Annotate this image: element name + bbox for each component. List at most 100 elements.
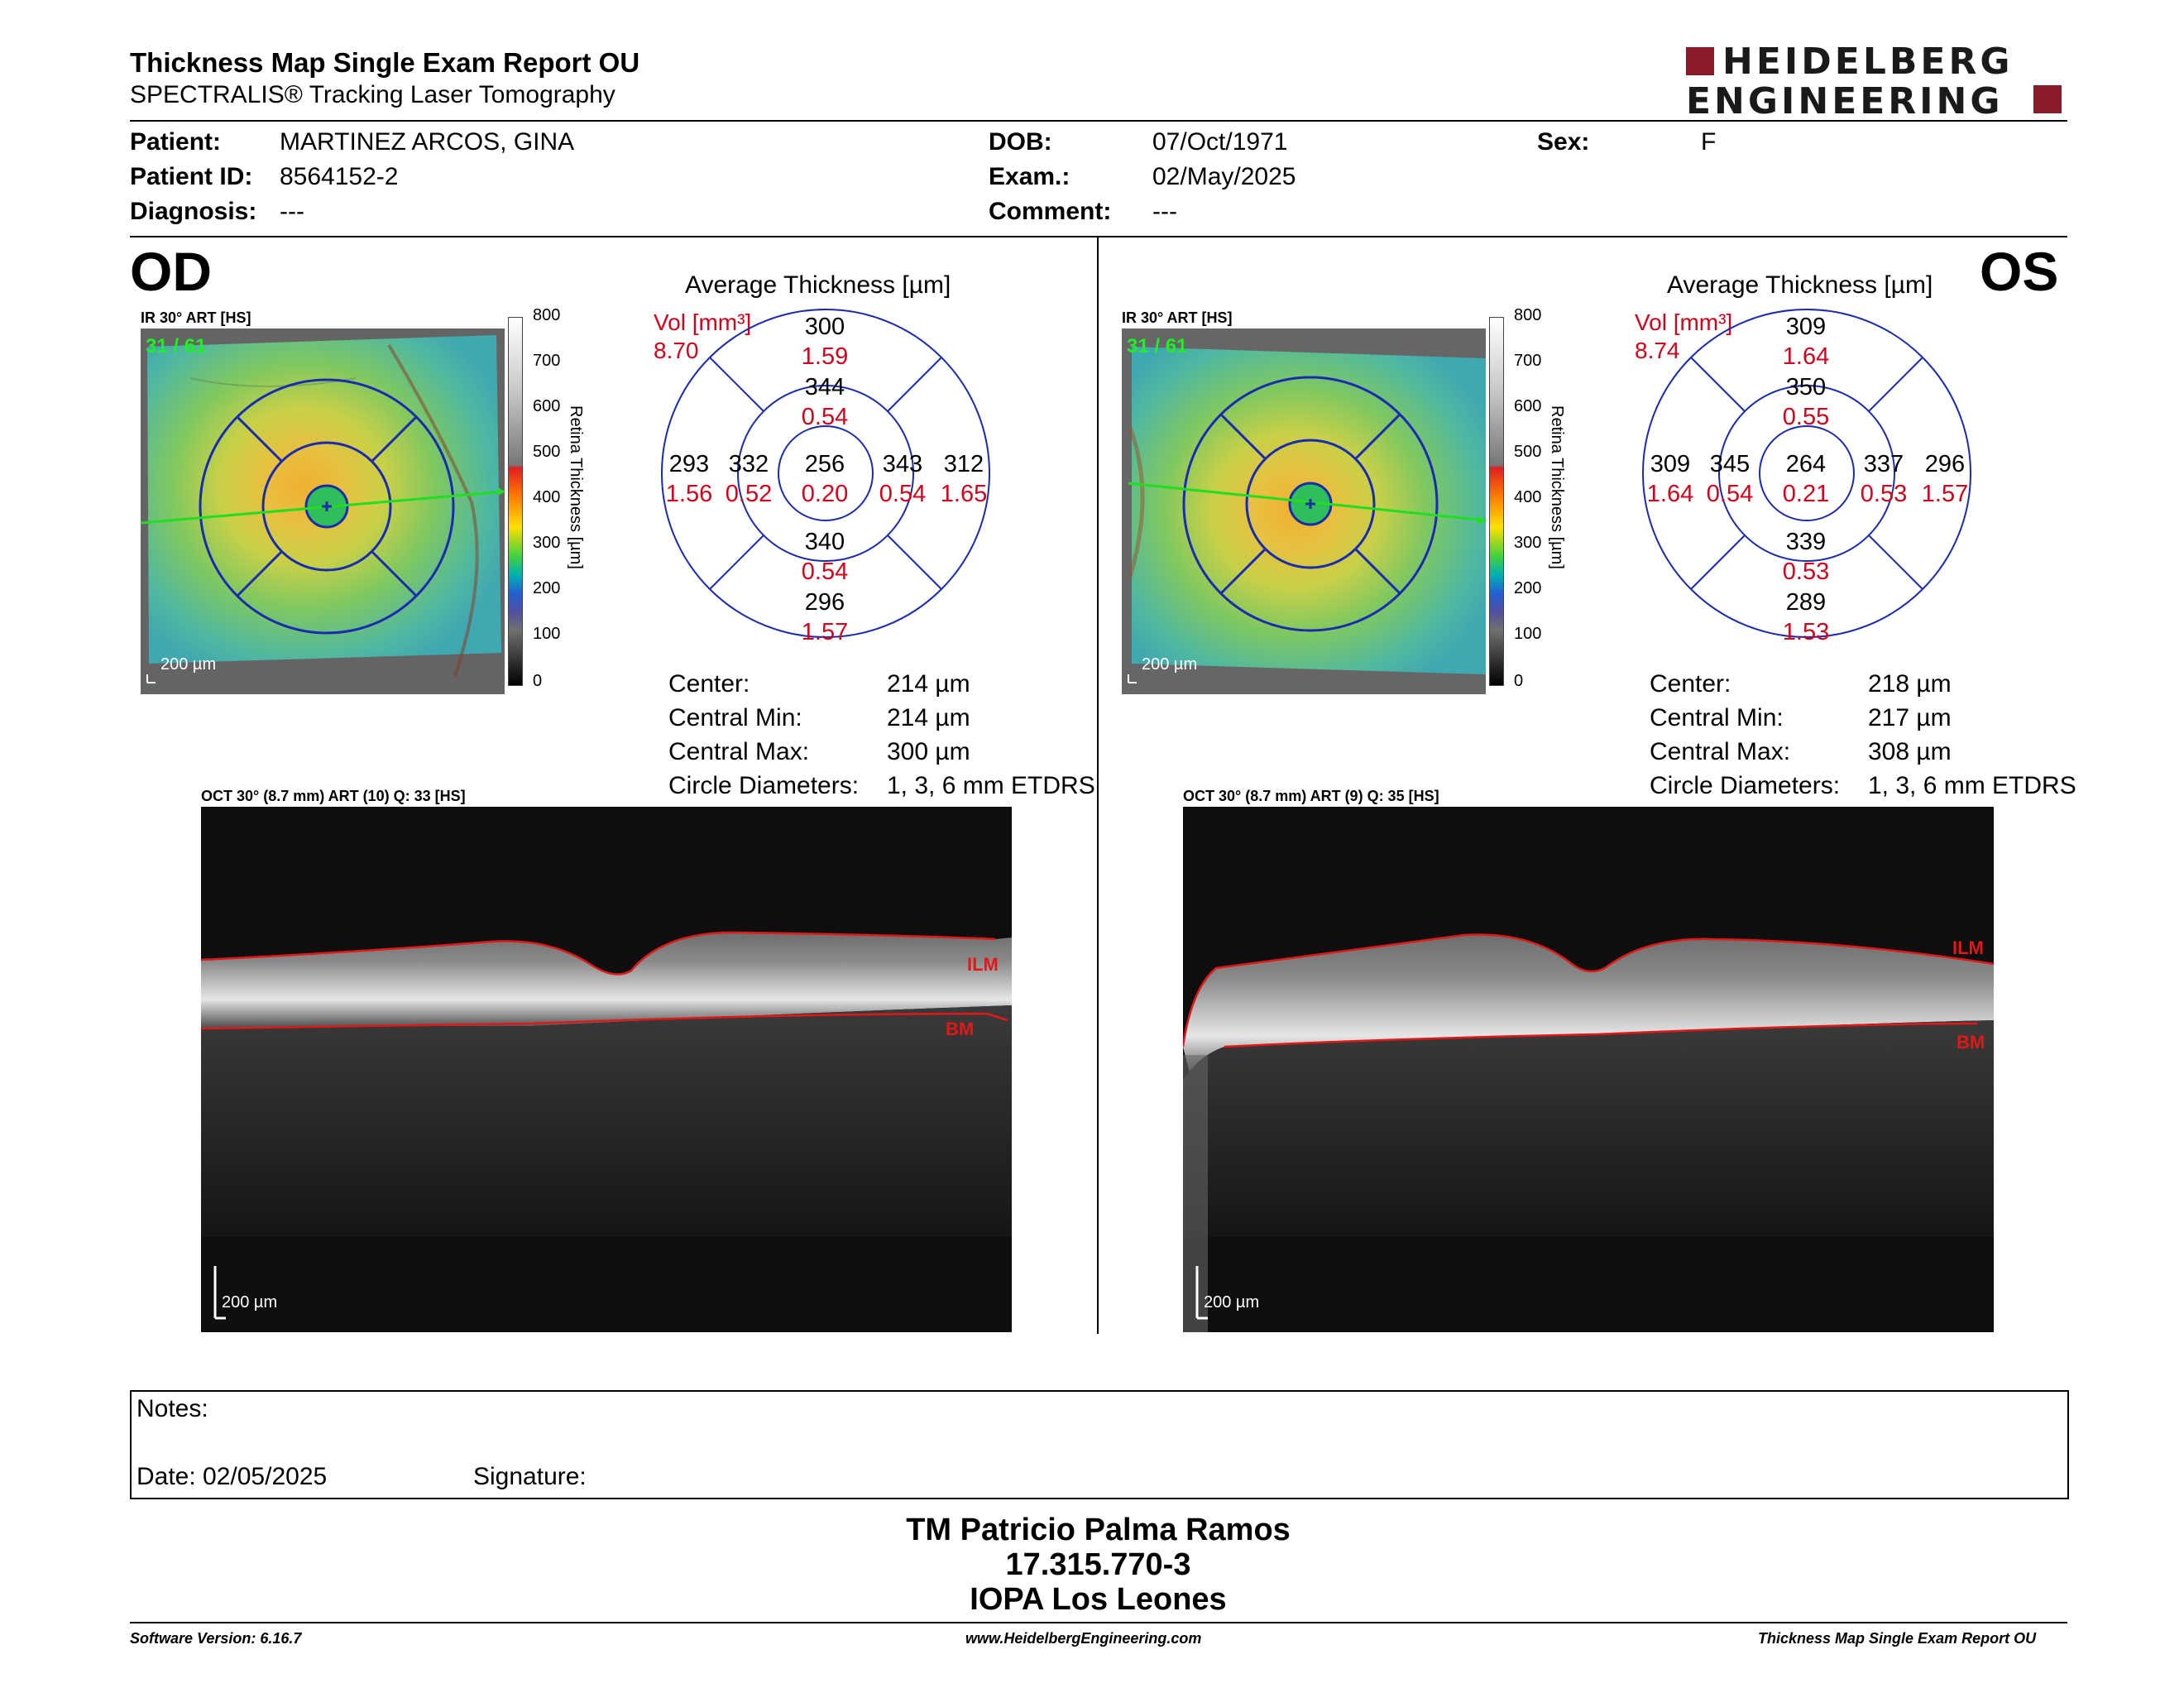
od-colorbar-title: Retina Thickness [µm] <box>567 405 585 569</box>
patient-id: 8564152-2 <box>280 163 399 190</box>
os-cb-tick-600: 600 <box>1514 397 1542 415</box>
os-stat-circle-diameters: Circle Diameters: 1, 3, 6 mm ETDRS <box>1650 772 2076 799</box>
od-inner-superior: 344 0.54 <box>801 374 849 430</box>
od-cb-tick-300: 300 <box>533 534 561 552</box>
os-vol-total: 8.74 <box>1635 338 1680 363</box>
os-inner-left: 345 0.54 <box>1706 451 1754 507</box>
od-outer-superior: 300 1.59 <box>801 314 849 370</box>
od-inner-left: 332 0.52 <box>725 451 773 507</box>
od-frame-label: 31 / 61 <box>146 335 207 357</box>
comment-label: Comment: <box>989 198 1112 225</box>
exam-label: Exam.: <box>989 163 1070 190</box>
os-cb-tick-300: 300 <box>1514 534 1542 552</box>
os-etdrs-grid <box>1641 308 1972 639</box>
od-inner-right: 343 0.54 <box>879 451 927 507</box>
od-oct-scan: ILM BM 200 µm <box>201 807 1012 1332</box>
os-cb-tick-400: 400 <box>1514 488 1542 506</box>
od-outer-inferior: 296 1.57 <box>801 589 849 645</box>
sex-value: F <box>1701 128 1717 156</box>
od-bm-label: BM <box>946 1019 975 1039</box>
os-ir-caption: IR 30° ART [HS] <box>1122 309 1233 326</box>
os-oct-caption: OCT 30° (8.7 mm) ART (9) Q: 35 [HS] <box>1183 788 1439 804</box>
od-inner-inferior: 340 0.54 <box>801 529 849 585</box>
patient-label: Patient: <box>130 128 222 156</box>
os-avg-title: Average Thickness [µm] <box>1667 271 1933 299</box>
od-scale-label: 200 µm <box>160 655 217 674</box>
od-cb-tick-400: 400 <box>533 488 561 506</box>
os-colorbar <box>1489 317 1504 686</box>
os-cb-tick-700: 700 <box>1514 352 1542 370</box>
exam-value: 02/May/2025 <box>1152 163 1296 190</box>
od-etdrs-grid <box>660 308 991 639</box>
od-stat-central-max: Central Max: 300 µm <box>668 738 970 765</box>
od-outer-left: 293 1.56 <box>665 451 713 507</box>
os-ilm-label: ILM <box>1952 938 1984 958</box>
od-cb-tick-500: 500 <box>533 443 561 461</box>
od-ir-caption: IR 30° ART [HS] <box>141 309 251 326</box>
software-version: Software Version: 6.16.7 <box>130 1630 302 1647</box>
signatory-institution: IOPA Los Leones <box>970 1582 1227 1617</box>
os-inner-inferior: 339 0.53 <box>1782 529 1830 585</box>
sex-label: Sex: <box>1537 128 1590 156</box>
od-oct-caption: OCT 30° (8.7 mm) ART (10) Q: 33 [HS] <box>201 788 466 804</box>
os-cb-tick-800: 800 <box>1514 306 1542 324</box>
od-cb-tick-200: 200 <box>533 579 561 597</box>
od-cb-tick-800: 800 <box>533 306 561 324</box>
od-eye-label: OD <box>130 241 212 302</box>
diagnosis-label: Diagnosis: <box>130 198 257 225</box>
os-oct-scan: ILM BM 200 µm <box>1183 807 1994 1332</box>
os-outer-right: 296 1.57 <box>1921 451 1969 507</box>
os-outer-left: 309 1.64 <box>1646 451 1694 507</box>
os-stat-central-min: Central Min: 217 µm <box>1650 704 1952 731</box>
footer-divider <box>130 1622 2067 1623</box>
report-subtitle: SPECTRALIS® Tracking Laser Tomography <box>130 81 615 108</box>
notes-label: Notes: <box>136 1395 208 1422</box>
os-vol-label: Vol [mm³] <box>1635 309 1733 335</box>
patient-divider <box>130 236 2067 237</box>
logo-line2: ENGINEERING <box>1686 80 2004 122</box>
od-cb-tick-0: 0 <box>533 672 543 690</box>
os-cb-tick-200: 200 <box>1514 579 1542 597</box>
od-cb-tick-100: 100 <box>533 625 561 643</box>
od-colorbar <box>508 317 523 686</box>
os-stat-central-max: Central Max: 308 µm <box>1650 738 1952 765</box>
os-oct-scale: 200 µm <box>1204 1293 1260 1312</box>
patient-name: MARTINEZ ARCOS, GINA <box>280 128 575 156</box>
os-bm-label: BM <box>1956 1032 1985 1053</box>
od-cb-tick-700: 700 <box>533 352 561 370</box>
dob-label: DOB: <box>989 128 1052 156</box>
logo-line1: HEIDELBERG <box>1722 41 2014 83</box>
os-cb-tick-0: 0 <box>1514 672 1524 690</box>
os-stats: Center: 218 µm Central Min: 217 µm Central… <box>1650 667 2076 803</box>
date-label: Date: 02/05/2025 <box>136 1463 328 1490</box>
os-stat-center: Center: 218 µm <box>1650 670 1952 698</box>
os-outer-inferior: 289 1.53 <box>1782 589 1830 645</box>
od-center: 256 0.20 <box>801 451 849 507</box>
od-vol-total: 8.70 <box>654 338 699 363</box>
os-eye-label: OS <box>1980 241 2059 302</box>
heidelberg-logo: HEIDELBERG ENGINEERING <box>1686 41 2067 122</box>
os-frame-label: 31 / 61 <box>1127 335 1188 357</box>
comment-value: --- <box>1152 198 1177 225</box>
od-stats: Center: 214 µm Central Min: 214 µm Central… <box>668 667 1095 803</box>
os-colorbar-title: Retina Thickness [µm] <box>1548 405 1566 569</box>
od-cb-tick-600: 600 <box>533 397 561 415</box>
od-avg-title: Average Thickness [µm] <box>685 271 951 299</box>
patient-id-label: Patient ID: <box>130 163 253 190</box>
footer-report-name: Thickness Map Single Exam Report OU <box>1758 1630 2037 1647</box>
signatory-rut: 17.315.770-3 <box>1005 1547 1191 1582</box>
signatory-name: TM Patricio Palma Ramos <box>906 1513 1291 1547</box>
website-link[interactable]: www.HeidelbergEngineering.com <box>965 1630 1202 1647</box>
od-vol-label: Vol [mm³] <box>654 309 752 335</box>
notes-box[interactable]: Notes: Date: 02/05/2025 Signature: <box>130 1390 2069 1499</box>
header-divider <box>130 120 2067 122</box>
diagnosis-value: --- <box>280 198 304 225</box>
os-cb-tick-100: 100 <box>1514 625 1542 643</box>
eye-divider <box>1097 237 1099 1334</box>
od-stat-center: Center: 214 µm <box>668 670 970 698</box>
od-stat-circle-diameters: Circle Diameters: 1, 3, 6 mm ETDRS <box>668 772 1095 799</box>
os-inner-right: 337 0.53 <box>1860 451 1908 507</box>
od-oct-scale: 200 µm <box>222 1293 278 1312</box>
os-outer-superior: 309 1.64 <box>1782 314 1830 370</box>
os-scale-label: 200 µm <box>1142 655 1198 674</box>
